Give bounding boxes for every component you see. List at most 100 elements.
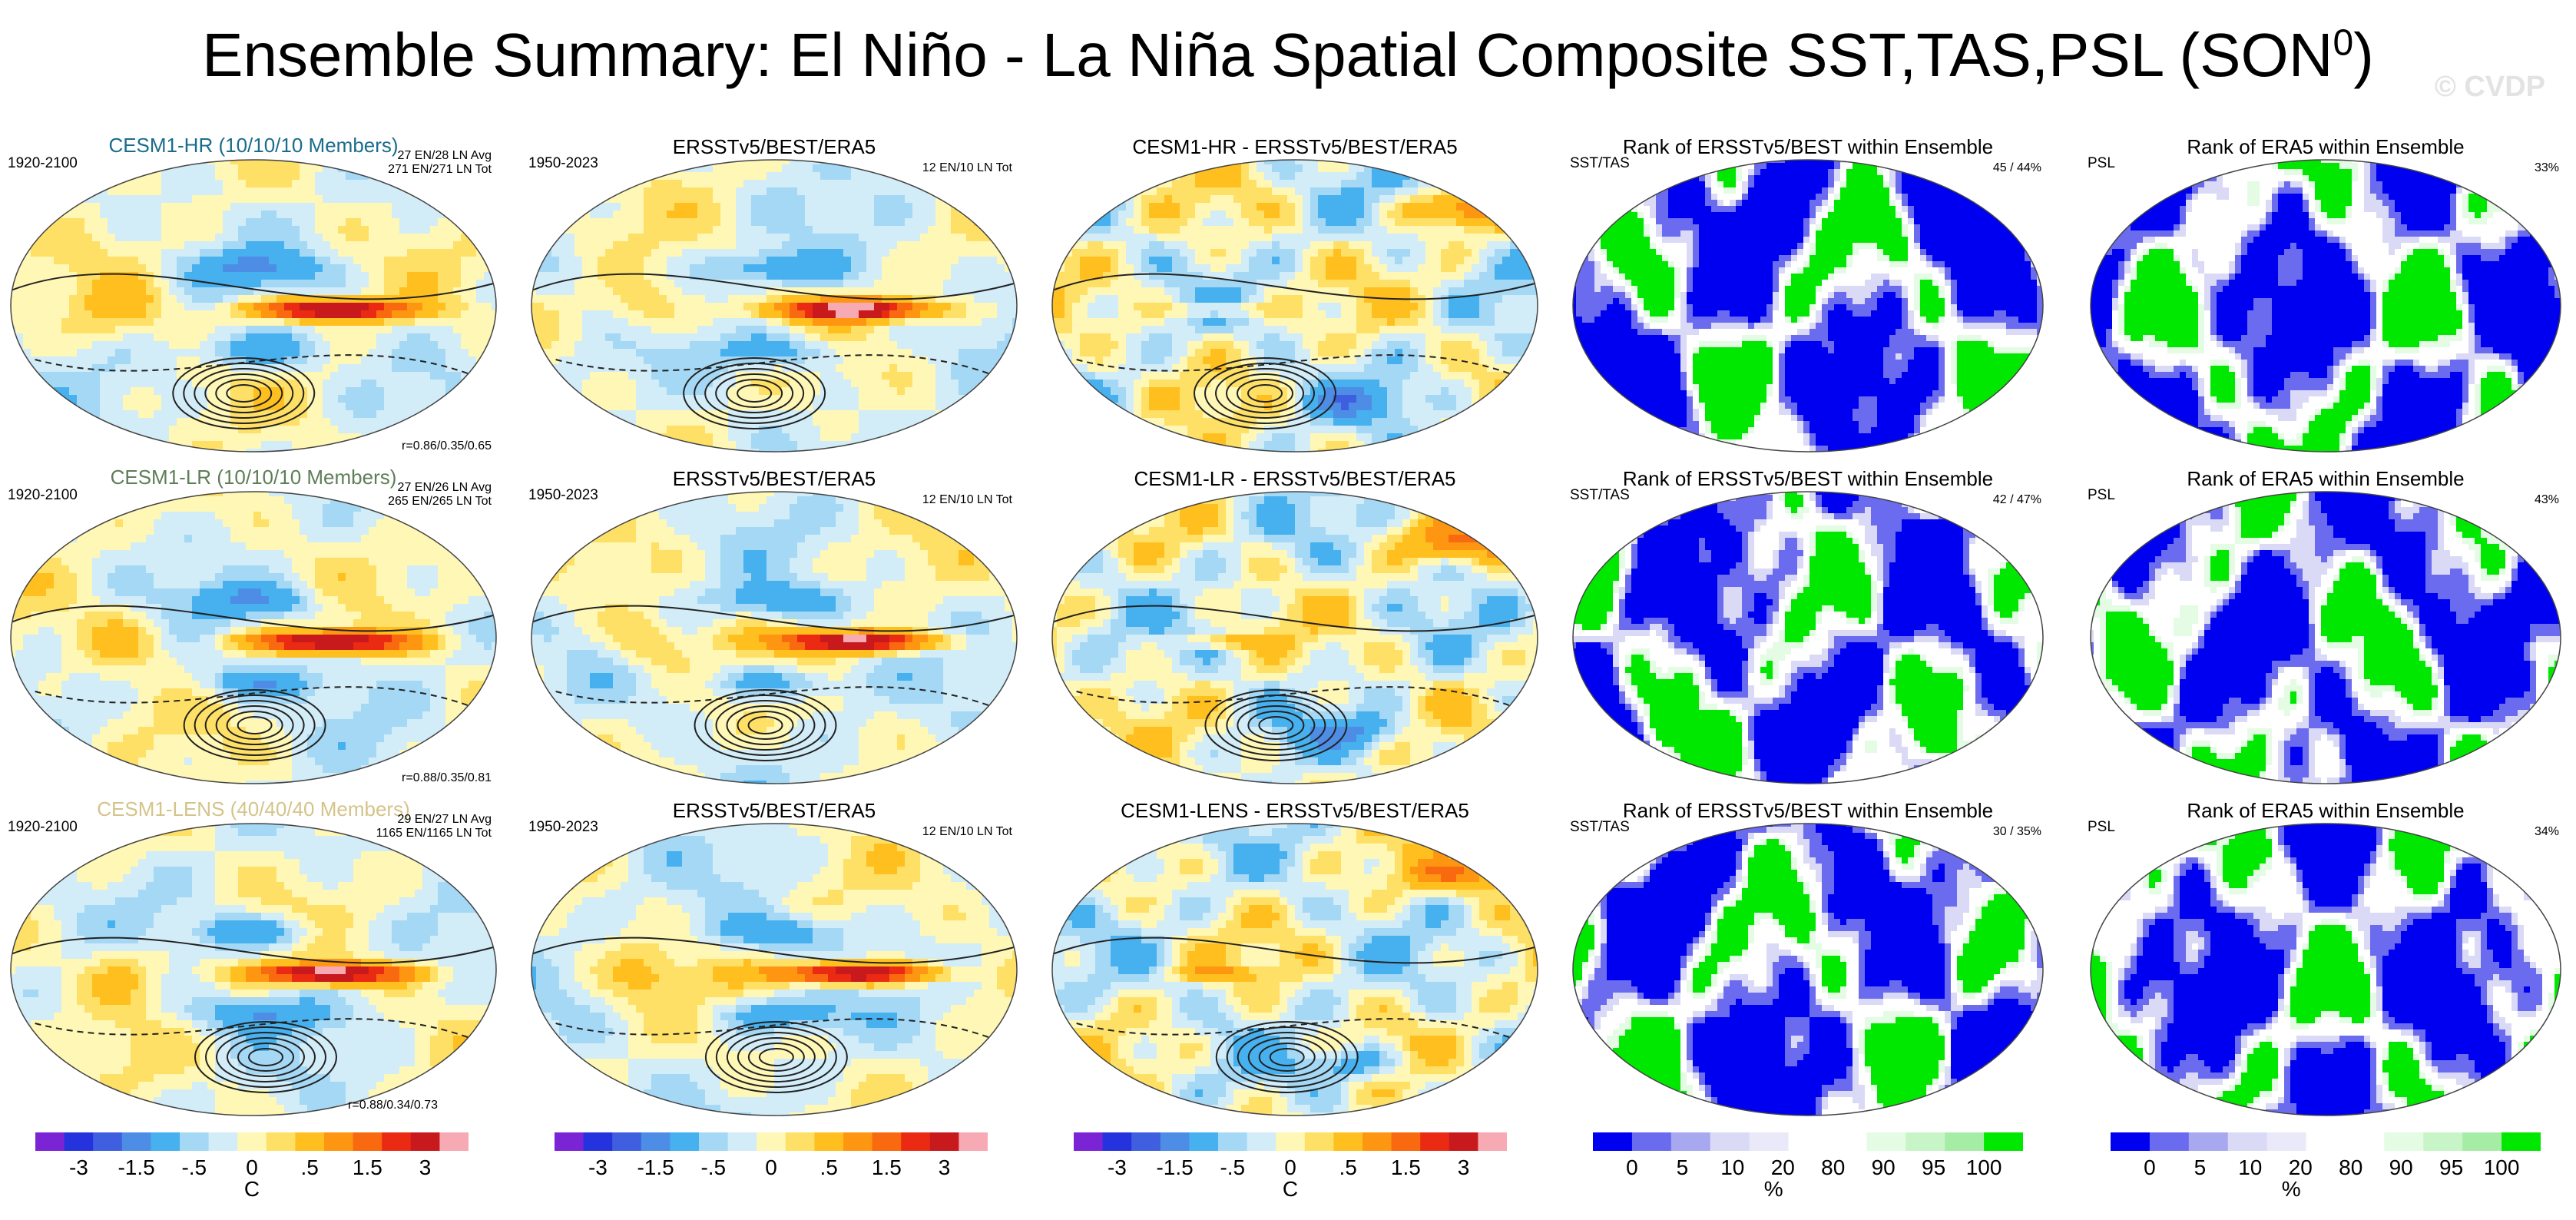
map-rank-psl [2090, 159, 2561, 453]
colorbar-swatch [670, 1132, 700, 1151]
colorbar-tick-label: 100 [1966, 1155, 2002, 1180]
panel-rank-psl-row2: Rank of ERA5 within Ensemble PSL 43% [2088, 461, 2564, 784]
colorbar-swatch [843, 1132, 873, 1151]
colorbar-tick-label: -1.5 [1156, 1155, 1193, 1180]
event-count-label: 12 EN/10 LN Tot [922, 825, 1012, 839]
map-outline [1051, 491, 1538, 784]
colorbar-swatches [35, 1132, 469, 1151]
pattern-correlation-label: r=0.88/0.35/0.81 [402, 771, 492, 785]
period-label: 1950-2023 [528, 155, 598, 172]
colorbar-tick-label: .5 [301, 1155, 319, 1180]
colorbar-swatch [1074, 1132, 1104, 1151]
colorbar-tick-label: -3 [1108, 1155, 1127, 1180]
map-difference-sst [1051, 159, 1538, 453]
psl-contours [1052, 273, 1538, 429]
colorbar-swatch [699, 1132, 729, 1151]
colorbar-swatch [2266, 1132, 2307, 1151]
cvdp-watermark: © CVDP [2435, 71, 2545, 104]
colorbar-swatch [237, 1132, 267, 1151]
map-field [1573, 824, 2043, 1116]
map-rank-psl [2090, 491, 2561, 784]
map-field [11, 492, 496, 784]
colorbar-tick-label: 10 [1720, 1155, 1744, 1180]
colorbar-tick-label: 90 [1872, 1155, 1896, 1180]
panel-rank-psl-row1: Rank of ERA5 within Ensemble PSL 33% [2088, 129, 2564, 453]
panel-diff-row2: CESM1-LR - ERSSTv5/BEST/ERA5 [1049, 461, 1541, 784]
colorbar-swatch [2423, 1132, 2463, 1151]
colorbar-swatch [1333, 1132, 1363, 1151]
colorbar-4: 0 5 10 20 80 90 95 100% [1593, 1132, 2023, 1217]
colorbar-swatch [1945, 1132, 1985, 1151]
colorbar-swatch [1827, 1132, 1867, 1151]
colorbar-tick-label: 0 [1284, 1155, 1296, 1180]
colorbar-swatch [2227, 1132, 2268, 1151]
colorbar-swatch [410, 1132, 440, 1151]
psl-contours [531, 605, 1017, 761]
psl-contours [1052, 605, 1538, 761]
panel-rank-sst-row3: Rank of ERSSTv5/BEST within Ensemble SST… [1570, 793, 2046, 1116]
map-field [1052, 824, 1538, 1116]
psl-contours [531, 273, 1017, 429]
panel-title: Rank of ERA5 within Ensemble [2088, 135, 2564, 159]
colorbar-tick-label: -.5 [181, 1155, 207, 1180]
colorbar-swatch [2306, 1132, 2346, 1151]
variable-label: SST/TAS [1570, 487, 1630, 504]
event-count-label: 12 EN/10 LN Tot [922, 493, 1012, 507]
map-obs-sst [531, 823, 1018, 1116]
colorbar-swatch [757, 1132, 786, 1151]
colorbar-tick-label: 0 [1626, 1155, 1638, 1180]
colorbar-swatch [1710, 1132, 1750, 1151]
colorbar-tick-label: .5 [820, 1155, 838, 1180]
map-outline [1572, 823, 2044, 1116]
event-count-label: 27 EN/28 LN Avg 271 EN/271 LN Tot [388, 149, 492, 177]
colorbar-swatch [1131, 1132, 1161, 1151]
colorbar-tick-label: .5 [1339, 1155, 1357, 1180]
colorbar-swatch [814, 1132, 844, 1151]
psl-contours [11, 937, 496, 1093]
panel-title: Rank of ERA5 within Ensemble [2088, 799, 2564, 823]
colorbar-tick-label: 1.5 [872, 1155, 902, 1180]
colorbar-tick-label: 90 [2389, 1155, 2413, 1180]
colorbar-2: -3 -1.5 -.5 0 .5 1.5 3 [555, 1132, 988, 1217]
panel-title: ERSSTv5/BEST/ERA5 [528, 135, 1020, 159]
colorbar-swatch [872, 1132, 902, 1151]
map-rank-sst [1572, 823, 2044, 1116]
colorbar-swatch [121, 1132, 151, 1151]
colorbar-unit-label: % [1764, 1177, 1783, 1202]
colorbar-tick-label: -1.5 [118, 1155, 154, 1180]
colorbar-swatch [901, 1132, 931, 1151]
period-label: 1920-2100 [8, 155, 78, 172]
colorbar-swatch [35, 1132, 65, 1151]
colorbar-swatch [555, 1132, 584, 1151]
panel-obs-row2: ERSSTv5/BEST/ERA5 1950-2023 12 EN/10 LN … [528, 461, 1020, 784]
colorbar-swatch [1276, 1132, 1306, 1151]
colorbar-tick-label: -.5 [1220, 1155, 1245, 1180]
colorbar-swatch [266, 1132, 296, 1151]
variable-label: PSL [2088, 819, 2115, 836]
colorbar-swatch [1670, 1132, 1711, 1151]
colorbar-tick-label: 80 [1821, 1155, 1845, 1180]
colorbar-swatch [612, 1132, 642, 1151]
colorbar-swatch [439, 1132, 469, 1151]
colorbar-tick-label: -1.5 [637, 1155, 674, 1180]
variable-label: SST/TAS [1570, 155, 1630, 172]
colorbar-swatch [1906, 1132, 1945, 1151]
panel-title: Rank of ERSSTv5/BEST within Ensemble [1570, 799, 2046, 823]
event-count-label: 12 EN/10 LN Tot [922, 161, 1012, 175]
map-model-sst [10, 491, 497, 784]
colorbar-swatch [959, 1132, 988, 1151]
map-outline [10, 823, 497, 1116]
map-field [11, 160, 496, 452]
colorbar-tick-label: 5 [1677, 1155, 1689, 1180]
panel-title: CESM1-HR (10/10/10 Members) [8, 134, 499, 157]
panel-diff-row1: CESM1-HR - ERSSTv5/BEST/ERA5 [1049, 129, 1541, 453]
panel-title: CESM1-LENS - ERSSTv5/BEST/ERA5 [1049, 799, 1541, 823]
map-field [2091, 824, 2561, 1116]
colorbar-swatch [353, 1132, 382, 1151]
rank-percent-label: 43% [2535, 493, 2559, 507]
map-rank-sst [1572, 491, 2044, 784]
colorbar-tick-label: 1.5 [353, 1155, 382, 1180]
colorbar-swatch [1449, 1132, 1478, 1151]
panel-rank-psl-row3: Rank of ERA5 within Ensemble PSL 34% [2088, 793, 2564, 1116]
colorbar-swatch [2462, 1132, 2502, 1151]
